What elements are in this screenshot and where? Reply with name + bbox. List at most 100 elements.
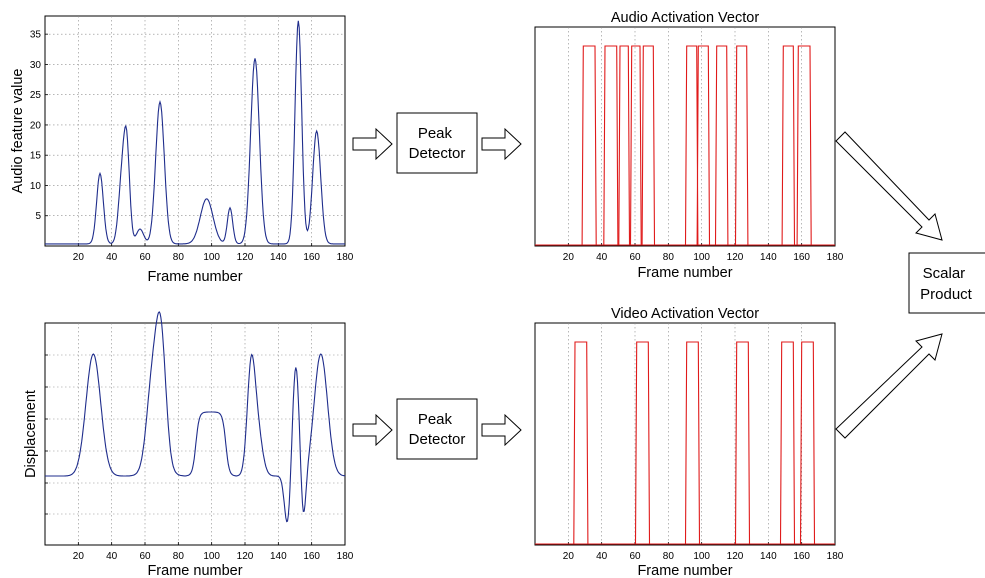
x-tick-label: 140 bbox=[270, 252, 287, 263]
x-tick-label: 80 bbox=[173, 252, 185, 263]
plot-title: Video Activation Vector bbox=[611, 306, 759, 322]
x-tick-label: 60 bbox=[139, 252, 151, 263]
x-tick-label: 60 bbox=[629, 252, 641, 263]
y-tick-label: 15 bbox=[30, 151, 42, 162]
activation-pulse bbox=[581, 45, 597, 246]
arrow-right-icon bbox=[481, 413, 522, 447]
x-axis-label: Frame number bbox=[147, 269, 242, 285]
activation-pulse bbox=[573, 341, 589, 545]
activation-pulse bbox=[684, 341, 701, 545]
activation-pulse bbox=[781, 45, 796, 246]
peak-detector-line-1: Peak bbox=[418, 411, 453, 428]
x-tick-label: 60 bbox=[139, 551, 151, 562]
x-axis-label: Frame number bbox=[637, 265, 732, 281]
x-axis-label: Frame number bbox=[147, 563, 242, 578]
x-tick-label: 140 bbox=[760, 551, 777, 562]
audio-feature-plot: 20 40 60 80 100 120 140 160 180 5 10 15 20 25 30 35 Fra… bbox=[10, 15, 354, 285]
y-tick-label: 25 bbox=[30, 90, 42, 101]
data-marks bbox=[45, 310, 346, 523]
arrow-diagonal-down-icon bbox=[835, 131, 943, 241]
x-tick-label: 40 bbox=[596, 252, 608, 263]
plot-frame bbox=[534, 322, 836, 546]
activation-pulse bbox=[799, 341, 816, 545]
y-tick-label: 35 bbox=[30, 30, 42, 41]
data-marks bbox=[535, 341, 835, 545]
peak-detector-line-1: Peak bbox=[418, 125, 453, 142]
activation-pulse bbox=[684, 45, 699, 246]
tick-labels: 20 40 60 80 100 120 140 160 180 bbox=[45, 354, 354, 562]
y-axis-label: Displacement bbox=[23, 390, 39, 478]
y-tick-label: 30 bbox=[30, 60, 42, 71]
x-tick-label: 140 bbox=[270, 551, 287, 562]
peak-detector-line-2: Detector bbox=[409, 431, 466, 448]
scalar-product-line-2: Product bbox=[920, 286, 973, 303]
y-tick-label: 20 bbox=[30, 120, 42, 131]
arrow-right-icon bbox=[352, 413, 393, 447]
y-axis-label: Audio feature value bbox=[10, 69, 26, 194]
x-axis-label: Frame number bbox=[637, 563, 732, 578]
activation-pulse bbox=[696, 45, 711, 246]
peak-detector-line-2: Detector bbox=[409, 145, 466, 162]
x-tick-label: 20 bbox=[73, 252, 85, 263]
activation-pulse bbox=[618, 45, 631, 246]
displacement-plot: 20 40 60 80 100 120 140 160 180 Frame number Dis… bbox=[23, 310, 354, 578]
x-tick-label: 100 bbox=[203, 551, 220, 562]
grid-lines bbox=[568, 27, 802, 246]
data-marks bbox=[535, 45, 835, 246]
x-tick-label: 120 bbox=[727, 252, 744, 263]
peak-detector-box-bottom bbox=[396, 398, 478, 460]
audio-feature-line bbox=[45, 20, 345, 245]
x-tick-label: 100 bbox=[693, 252, 710, 263]
peak-detector-label-top: Peak Detector bbox=[409, 125, 466, 162]
x-tick-label: 140 bbox=[760, 252, 777, 263]
activation-pulse bbox=[734, 341, 751, 545]
activation-pulse bbox=[603, 45, 619, 246]
tick-labels: 20 40 60 80 100 120 140 160 180 5 10 15 20 25 30 35 bbox=[30, 30, 354, 263]
video-activation-plot: 20 40 60 80 100 120 140 160 180 Video Activation… bbox=[534, 306, 844, 578]
arrow-right-icon bbox=[352, 127, 393, 161]
scalar-product-line-1: Scalar bbox=[923, 265, 966, 282]
grid-lines bbox=[568, 323, 802, 545]
y-tick-label: 10 bbox=[30, 181, 42, 192]
x-tick-label: 40 bbox=[106, 551, 118, 562]
x-tick-label: 120 bbox=[237, 551, 254, 562]
peak-detector-label-bottom: Peak Detector bbox=[409, 411, 466, 448]
activation-pulse bbox=[779, 341, 796, 545]
x-tick-label: 20 bbox=[563, 252, 575, 263]
activation-pulse bbox=[634, 341, 651, 545]
tick-labels: 20 40 60 80 100 120 140 160 180 bbox=[563, 542, 844, 562]
data-marks bbox=[45, 20, 345, 245]
arrow-right-icon bbox=[481, 127, 522, 161]
x-tick-label: 100 bbox=[203, 252, 220, 263]
activation-pulse bbox=[641, 45, 656, 246]
x-tick-label: 180 bbox=[337, 551, 354, 562]
x-tick-label: 20 bbox=[563, 551, 575, 562]
x-tick-label: 160 bbox=[793, 252, 810, 263]
activation-pulse bbox=[714, 45, 729, 246]
x-tick-label: 180 bbox=[827, 252, 844, 263]
x-tick-label: 60 bbox=[629, 551, 641, 562]
x-tick-label: 40 bbox=[106, 252, 118, 263]
x-tick-label: 80 bbox=[663, 551, 675, 562]
plot-title: Audio Activation Vector bbox=[611, 10, 759, 26]
x-tick-label: 180 bbox=[827, 551, 844, 562]
x-tick-label: 20 bbox=[73, 551, 85, 562]
grid-lines bbox=[45, 323, 345, 545]
scalar-product-label: Scalar Product bbox=[920, 265, 973, 303]
x-tick-label: 80 bbox=[173, 551, 185, 562]
x-tick-label: 80 bbox=[663, 252, 675, 263]
activation-pulse bbox=[629, 45, 642, 246]
x-tick-label: 40 bbox=[596, 551, 608, 562]
plot-frame bbox=[44, 322, 346, 546]
x-tick-label: 100 bbox=[693, 551, 710, 562]
x-tick-label: 160 bbox=[303, 551, 320, 562]
audio-activation-plot: 20 40 60 80 100 120 140 160 180 Audio Activation… bbox=[534, 10, 844, 281]
arrow-diagonal-up-icon bbox=[835, 333, 943, 439]
x-tick-label: 160 bbox=[303, 252, 320, 263]
plot-frame bbox=[534, 26, 836, 247]
x-tick-label: 120 bbox=[727, 551, 744, 562]
x-tick-label: 120 bbox=[237, 252, 254, 263]
y-tick-label: 5 bbox=[35, 211, 41, 222]
x-tick-label: 180 bbox=[337, 252, 354, 263]
